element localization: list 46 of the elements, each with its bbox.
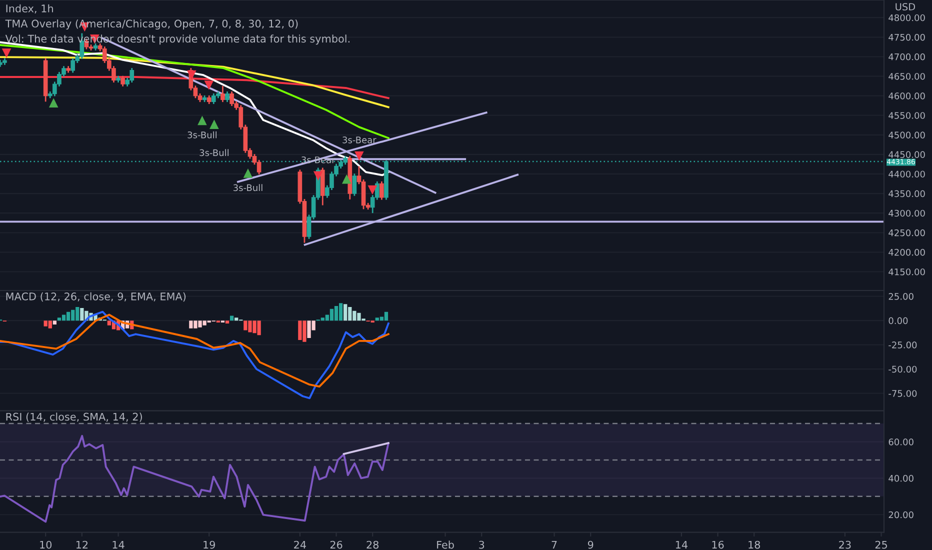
x-tick-label: 10 — [40, 540, 52, 549]
y-tick-label: 4750.00 — [888, 34, 925, 41]
y-tick-label: -75.00 — [888, 390, 917, 397]
y-tick-label: 25.00 — [888, 293, 914, 300]
y-tick-label: 4150.00 — [888, 268, 925, 276]
y-tick-label: 4550.00 — [888, 112, 925, 119]
x-tick-label: 19 — [204, 540, 215, 549]
annotation: 3s-Bull — [188, 131, 217, 138]
annotation: 3s-Bull — [200, 149, 228, 156]
x-tick-label: Feb — [437, 540, 454, 549]
y-tick-label: 4400.00 — [888, 170, 925, 178]
y-tick-label: 4500.00 — [888, 132, 925, 138]
y-tick-label: 4250.00 — [888, 229, 925, 236]
x-tick-label: 9 — [588, 540, 594, 549]
y-tick-label: -25.00 — [888, 342, 917, 348]
y-tick-label: 40.00 — [888, 474, 914, 482]
x-tick-label: 16 — [712, 540, 724, 549]
y-tick-label: 20.00 — [888, 511, 914, 518]
y-tick-label: 4200.00 — [888, 248, 925, 256]
x-tick-label: 7 — [552, 540, 557, 549]
y-tick-label: 0.00 — [888, 317, 908, 324]
annotation: 3s-Bull — [234, 184, 262, 192]
y-tick-label: 4300.00 — [888, 210, 925, 217]
y-tick-label: 4600.00 — [888, 92, 925, 100]
chart-title: MACD (12, 26, close, 9, EMA, EMA) — [6, 292, 186, 302]
chart-title: RSI (14, close, SMA, 14, 2) — [6, 412, 142, 422]
x-tick-label: 28 — [366, 540, 379, 549]
x-tick-label: 12 — [76, 540, 88, 549]
x-tick-label: 14 — [676, 540, 688, 549]
chart-title: Index, 1h — [6, 4, 53, 14]
y-tick-label: 4350.00 — [888, 190, 925, 198]
y-tick-label: 4450.00 — [888, 151, 925, 158]
annotation: 3s-Bear — [342, 136, 376, 144]
x-tick-label: 26 — [330, 540, 342, 549]
x-tick-label: 14 — [112, 540, 124, 549]
x-tick-label: 3 — [479, 540, 484, 549]
y-tick-label: 60.00 — [888, 438, 914, 446]
y-tick-label: -50.00 — [888, 366, 917, 373]
text: USD — [896, 3, 916, 10]
x-tick-label: 25 — [875, 540, 887, 549]
y-tick-label: 4800.00 — [888, 14, 925, 22]
x-tick-label: 18 — [748, 540, 760, 549]
x-tick-label: 23 — [839, 540, 851, 549]
y-tick-label: 4700.00 — [888, 53, 925, 60]
y-tick-label: 4650.00 — [888, 72, 925, 80]
x-tick-label: 24 — [294, 540, 306, 549]
